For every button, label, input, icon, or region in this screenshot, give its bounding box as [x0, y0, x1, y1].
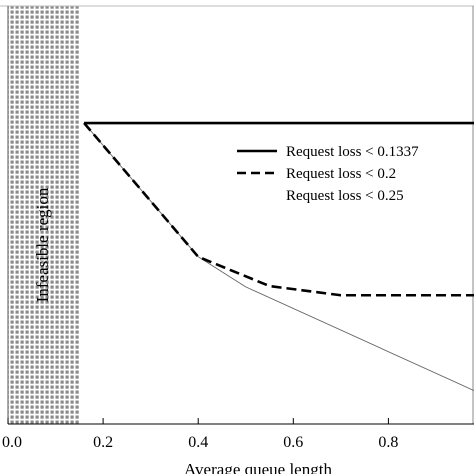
legend-label-3: Request loss < 0.25	[286, 188, 404, 204]
legend: Request loss < 0.1337 Request loss < 0.2…	[237, 144, 419, 204]
x-tick-label-1: 0.2	[93, 434, 113, 451]
x-axis-label: Average queue length	[184, 460, 332, 474]
legend-label-2: Request loss < 0.2	[286, 166, 396, 182]
series-line-thin	[83, 122, 474, 391]
legend-label-1: Request loss < 0.1337	[286, 144, 419, 160]
x-tick-label-3: 0.6	[283, 434, 303, 451]
infeasible-region-shading	[8, 6, 80, 424]
series-lines	[83, 121, 474, 391]
x-tick-label-0: 0.0	[2, 434, 22, 451]
plot-frame	[0, 5, 474, 425]
x-tick-label-4: 0.8	[378, 434, 398, 451]
x-tick-label-2: 0.4	[188, 434, 208, 451]
x-axis-ticks: 0.0 0.2 0.4 0.6 0.8	[2, 418, 398, 451]
series-line-dashed	[83, 122, 474, 297]
infeasible-region-label: Infeasible region	[33, 187, 52, 302]
